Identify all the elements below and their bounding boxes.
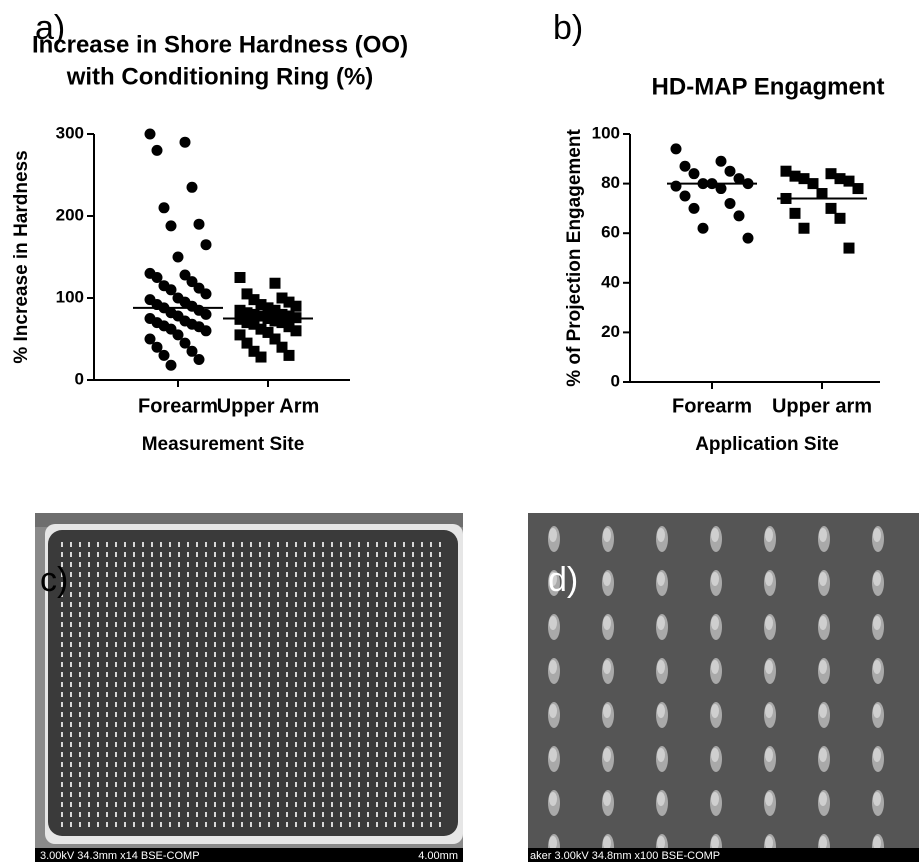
data-point bbox=[291, 301, 302, 312]
data-point bbox=[194, 219, 205, 230]
y-tick-label: 20 bbox=[601, 322, 620, 341]
data-point bbox=[680, 191, 691, 202]
data-point bbox=[689, 203, 700, 214]
sem-image-d: d) aker 3.00kV 34.8mm x100 BSE-COMP bbox=[528, 513, 919, 862]
panel-label: b) bbox=[553, 9, 583, 47]
data-point bbox=[817, 188, 828, 199]
data-point bbox=[180, 137, 191, 148]
sem-image-c: c) 3.00kV 34.3mm x14 BSE-COMP 4.00mm bbox=[35, 513, 463, 862]
data-point bbox=[835, 213, 846, 224]
data-point bbox=[716, 183, 727, 194]
y-tick-label: 40 bbox=[601, 272, 620, 291]
data-point bbox=[284, 350, 295, 361]
y-tick-label: 300 bbox=[56, 123, 84, 142]
data-point bbox=[187, 182, 198, 193]
y-tick-label: 200 bbox=[56, 205, 84, 224]
data-point bbox=[725, 166, 736, 177]
data-point bbox=[235, 272, 246, 283]
y-tick-label: 0 bbox=[75, 369, 84, 388]
data-point bbox=[808, 178, 819, 189]
data-point bbox=[743, 233, 754, 244]
figure: c) 3.00kV 34.3mm x14 BSE-COMP 4.00mm d) … bbox=[0, 0, 919, 862]
data-point bbox=[166, 360, 177, 371]
y-tick-label: 100 bbox=[56, 287, 84, 306]
data-point bbox=[201, 325, 212, 336]
image-caption: 3.00kV 34.3mm x14 BSE-COMP bbox=[40, 850, 200, 862]
data-point bbox=[166, 220, 177, 231]
y-tick-label: 80 bbox=[601, 173, 620, 192]
data-point bbox=[159, 350, 170, 361]
data-point bbox=[689, 168, 700, 179]
data-point bbox=[725, 198, 736, 209]
data-point bbox=[194, 354, 205, 365]
data-point bbox=[680, 161, 691, 172]
data-point bbox=[844, 243, 855, 254]
data-point bbox=[671, 143, 682, 154]
data-point bbox=[826, 203, 837, 214]
x-tick-label: Upper arm bbox=[772, 395, 872, 417]
chart-title: HD-MAP Engagment bbox=[652, 73, 885, 100]
data-point bbox=[734, 210, 745, 221]
panel-label: c) bbox=[40, 561, 68, 599]
y-axis-label: % of Projection Engagement bbox=[564, 129, 585, 387]
data-point bbox=[201, 309, 212, 320]
data-point bbox=[159, 202, 170, 213]
data-point bbox=[173, 252, 184, 263]
chart-title: Increase in Shore Hardness (OO) bbox=[32, 31, 408, 58]
x-tick-label: Forearm bbox=[138, 395, 218, 417]
data-point bbox=[671, 181, 682, 192]
data-point bbox=[291, 325, 302, 336]
data-point bbox=[201, 288, 212, 299]
y-tick-label: 100 bbox=[592, 123, 620, 142]
scale-label: 4.00mm bbox=[418, 850, 458, 862]
data-point bbox=[790, 208, 801, 219]
image-caption: aker 3.00kV 34.8mm x100 BSE-COMP bbox=[530, 850, 720, 862]
x-axis-label: Measurement Site bbox=[142, 434, 305, 455]
data-point bbox=[270, 278, 281, 289]
data-point bbox=[201, 239, 212, 250]
x-tick-label: Forearm bbox=[672, 395, 752, 417]
y-tick-label: 60 bbox=[601, 223, 620, 242]
data-point bbox=[145, 129, 156, 140]
data-point bbox=[152, 145, 163, 156]
y-tick-label: 0 bbox=[611, 371, 620, 390]
chart-title: with Conditioning Ring (%) bbox=[66, 63, 374, 90]
x-tick-label: Upper Arm bbox=[217, 395, 320, 417]
data-point bbox=[716, 156, 727, 167]
x-axis-label: Application Site bbox=[695, 434, 839, 455]
data-point bbox=[256, 352, 267, 363]
data-point bbox=[698, 223, 709, 234]
data-point bbox=[799, 223, 810, 234]
data-point bbox=[853, 183, 864, 194]
panel-label: d) bbox=[548, 561, 578, 599]
y-axis-label: % Increase in Hardness bbox=[11, 150, 32, 363]
